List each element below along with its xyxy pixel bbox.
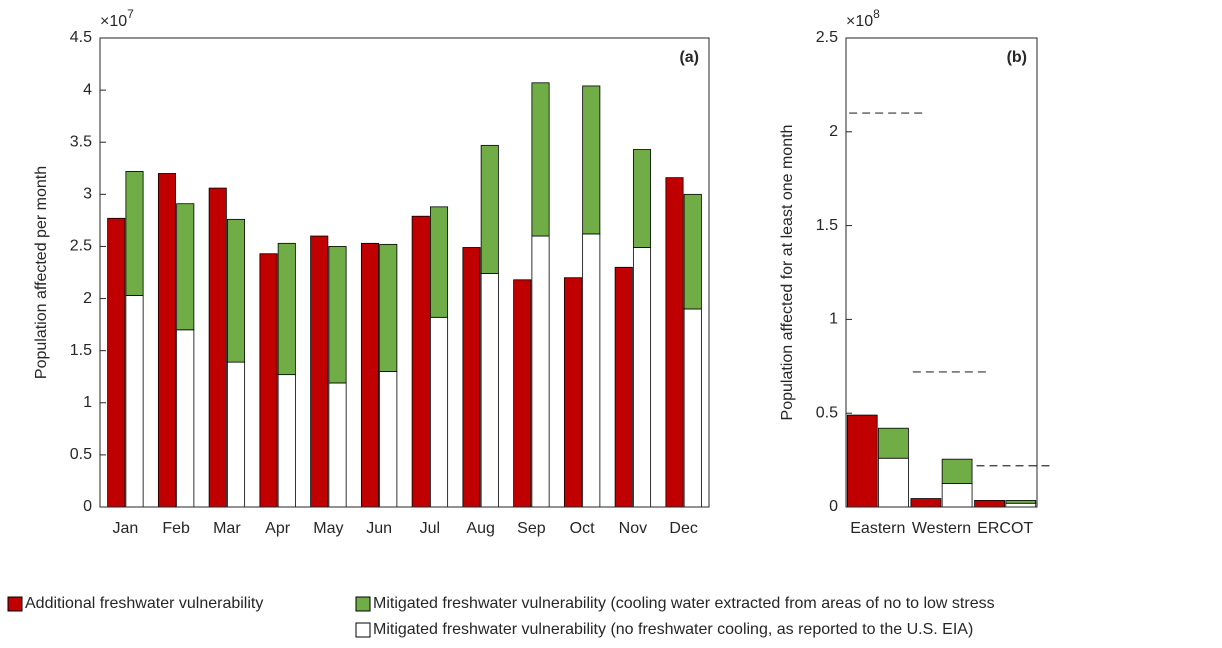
bar	[531, 82, 550, 237]
x-tick-label: Jun	[366, 520, 392, 537]
x-tick-label: Nov	[619, 520, 647, 537]
legend-swatch	[355, 622, 371, 638]
bar	[632, 149, 652, 248]
y-tick-label: 3.5	[70, 133, 92, 150]
bar	[563, 277, 583, 508]
y-tick-label: 1.5	[816, 217, 838, 234]
y-axis-label: Population affected per month	[33, 166, 50, 379]
axes-frame	[99, 37, 710, 508]
multiplier-base: ×10	[846, 13, 873, 30]
bar	[582, 85, 601, 235]
panel-annotation: (b)	[1007, 49, 1027, 66]
bar	[157, 173, 177, 508]
bar	[480, 273, 499, 508]
bar	[480, 144, 499, 274]
bar	[531, 235, 550, 508]
y-tick-label: 0	[83, 498, 92, 515]
panel-annotation: (a)	[679, 49, 699, 66]
multiplier-exponent: 8	[873, 7, 880, 21]
bar	[411, 215, 430, 508]
x-tick-label: Oct	[570, 520, 595, 537]
bar	[974, 500, 1005, 508]
x-tick-label: Jul	[420, 520, 440, 537]
y-tick-label: 4	[83, 81, 92, 98]
bar	[513, 279, 532, 508]
bar	[379, 243, 398, 372]
multiplier-exponent: 7	[127, 7, 134, 21]
bar	[941, 458, 973, 484]
bar	[277, 374, 296, 508]
y-tick-label: 0.5	[816, 404, 838, 421]
bar	[208, 187, 227, 508]
bar	[1005, 502, 1037, 508]
x-tick-label: Eastern	[850, 520, 905, 537]
bar	[107, 217, 126, 508]
bar	[683, 193, 702, 310]
legend-label: Additional freshwater vulnerability	[25, 595, 263, 612]
x-tick-label: Dec	[669, 520, 697, 537]
axes-frame	[845, 37, 1038, 508]
y-tick-label: 0	[829, 498, 838, 515]
bar	[125, 295, 144, 508]
legend-swatch	[7, 596, 23, 612]
x-tick-label: Apr	[265, 520, 291, 537]
bar	[878, 457, 909, 508]
x-tick-label: Sep	[517, 520, 546, 537]
y-tick-label: 1.5	[70, 342, 92, 359]
legend-label: Mitigated freshwater vulnerability (no f…	[373, 621, 973, 638]
bar	[665, 177, 684, 508]
x-tick-label: Aug	[466, 520, 494, 537]
bar	[614, 266, 633, 508]
bar	[632, 247, 652, 508]
bar	[176, 203, 195, 331]
y-tick-label: 2	[829, 123, 838, 140]
legend-swatch	[355, 596, 371, 612]
bar	[910, 498, 942, 508]
bar	[878, 427, 909, 459]
multiplier-base: ×10	[100, 13, 127, 30]
bar	[226, 361, 246, 508]
y-tick-label: 4.5	[70, 29, 92, 46]
y-axis-label: Population affected for at least one mon…	[779, 125, 796, 421]
x-tick-label: Feb	[162, 520, 190, 537]
bar	[176, 329, 195, 508]
bar	[125, 171, 144, 296]
bar	[328, 382, 347, 508]
bar	[941, 483, 973, 508]
x-tick-label: Mar	[213, 520, 241, 537]
bar	[1005, 500, 1037, 504]
y-tick-label: 1	[829, 311, 838, 328]
bar	[462, 247, 481, 508]
bar	[328, 246, 347, 384]
bar	[582, 233, 601, 508]
y-tick-label: 0.5	[70, 446, 92, 463]
x-tick-label: ERCOT	[977, 520, 1033, 537]
y-tick-label: 1	[83, 394, 92, 411]
bar	[429, 206, 449, 318]
y-tick-label: 3	[83, 186, 92, 203]
y-multiplier: ×108	[846, 7, 880, 30]
bar	[360, 242, 380, 508]
bar	[277, 242, 296, 376]
y-tick-label: 2.5	[816, 29, 838, 46]
bar	[683, 308, 702, 508]
y-multiplier: ×107	[100, 7, 134, 30]
x-tick-label: May	[313, 520, 343, 537]
bar	[429, 316, 449, 508]
bar	[379, 371, 398, 508]
y-tick-label: 2.5	[70, 238, 92, 255]
legend-label: Mitigated freshwater vulnerability (cool…	[373, 595, 995, 612]
bar	[846, 414, 878, 508]
x-tick-label: Western	[912, 520, 971, 537]
y-tick-label: 2	[83, 290, 92, 307]
bar	[259, 253, 278, 508]
bar	[310, 235, 329, 508]
bar	[226, 218, 246, 363]
x-tick-label: Jan	[112, 520, 138, 537]
